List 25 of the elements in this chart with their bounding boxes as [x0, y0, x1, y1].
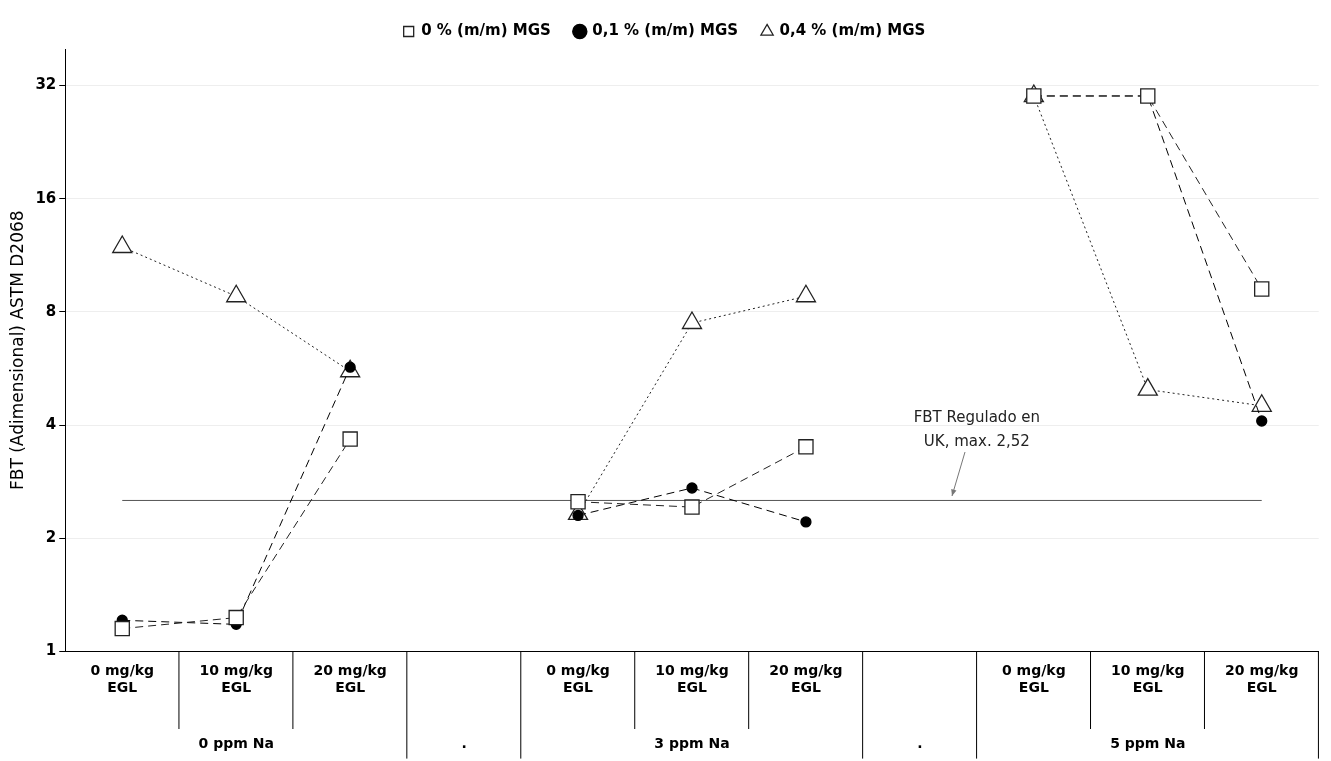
y-tick-label: 32	[35, 75, 57, 94]
text: 3 ppm Na	[654, 734, 730, 751]
x-tick-label: 20 mg/kg EGL	[769, 662, 843, 696]
y-tick-label: 16	[35, 188, 57, 207]
x-tick-label: 0 mg/kg EGL	[1001, 662, 1066, 696]
y-tick-label: 4	[45, 414, 57, 433]
legend-label: 0 % (m/m) MGS	[421, 21, 551, 40]
x-tick-label: 20 mg/kg EGL	[1225, 662, 1299, 696]
y-tick-label: 2	[45, 528, 57, 547]
x-tick-label: 10 mg/kg EGL	[199, 662, 273, 696]
y-tick-label: 1	[45, 641, 57, 660]
text: 5 ppm Na	[1110, 734, 1186, 751]
y-axis-title: FBT (Adimensional) ASTM D2068	[6, 210, 27, 491]
legend-label: 0,1 % (m/m) MGS	[592, 21, 739, 40]
text: .	[461, 734, 467, 751]
text: .	[917, 734, 923, 751]
legend-label: 0,4 % (m/m) MGS	[779, 21, 926, 40]
text: 0 ppm Na	[198, 734, 274, 751]
x-tick-label: 10 mg/kg EGL	[655, 662, 729, 696]
x-tick-label: 10 mg/kg EGL	[1111, 662, 1185, 696]
x-tick-label: 20 mg/kg EGL	[313, 662, 387, 696]
x-tick-label: 0 mg/kg EGL	[546, 662, 610, 696]
ref-line-label: FBT Regulado en UK, max. 2,52	[913, 408, 1041, 451]
x-tick-label: 0 mg/kg EGL	[90, 662, 155, 696]
y-tick-label: 8	[45, 301, 57, 320]
